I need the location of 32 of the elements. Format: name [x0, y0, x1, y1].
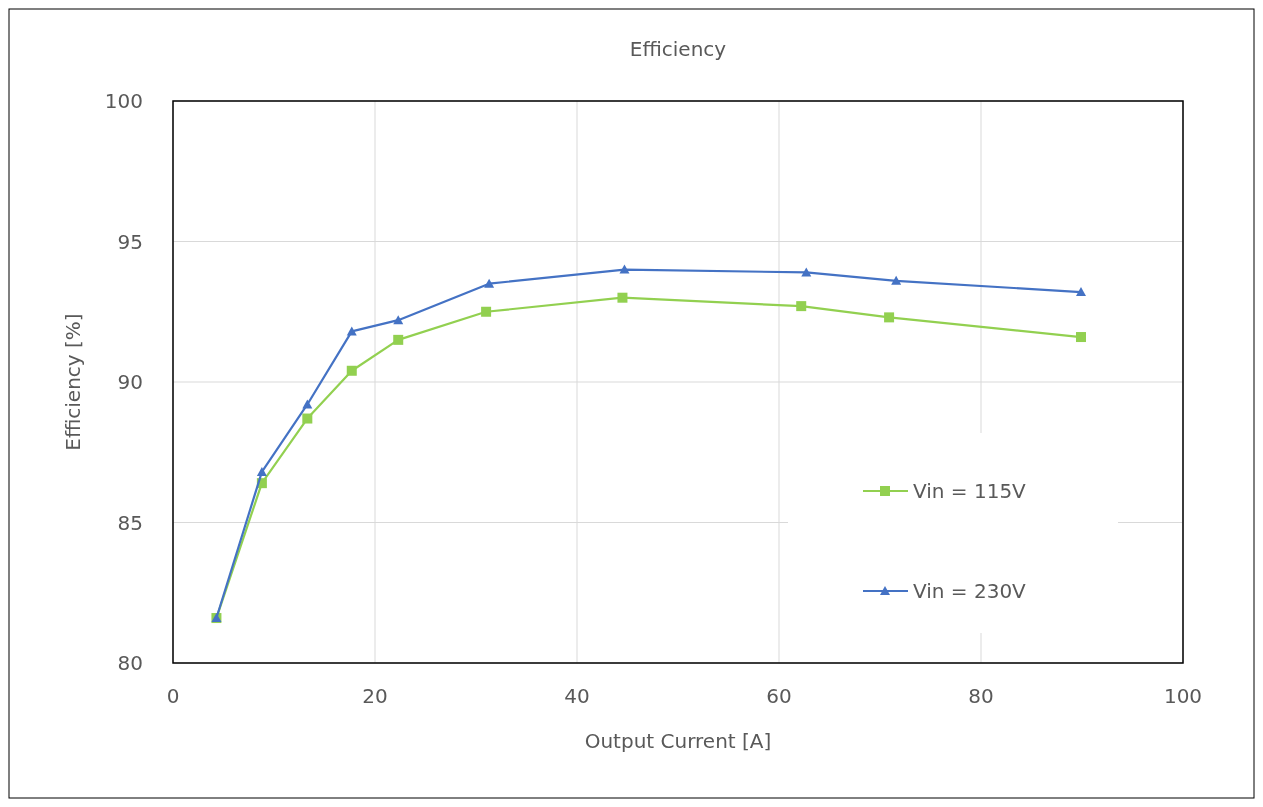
point — [884, 312, 895, 323]
point — [346, 326, 357, 336]
x-tick-label: 20 — [362, 684, 388, 708]
point — [619, 264, 630, 274]
y-tick-label: 95 — [117, 229, 143, 254]
x-tick-label: 80 — [968, 684, 994, 708]
chart-title: Efficiency — [629, 37, 727, 61]
point — [1075, 332, 1086, 343]
point — [481, 306, 492, 317]
y-tick-label: 85 — [117, 510, 143, 535]
point — [796, 301, 807, 312]
point — [484, 278, 495, 288]
legend-label: Vin = 230V — [913, 579, 1027, 603]
point — [891, 275, 902, 285]
point — [801, 267, 812, 277]
point — [617, 292, 628, 303]
point — [346, 365, 357, 376]
point — [302, 413, 313, 424]
legend-label: Vin = 115V — [913, 479, 1027, 503]
x-tick-label: 60 — [766, 684, 792, 708]
x-tick-label: 0 — [166, 684, 180, 708]
point — [1075, 287, 1086, 297]
y-axis-title: Efficiency [%] — [61, 313, 85, 451]
x-axis-title: Output Current [A] — [584, 729, 772, 753]
x-tick-label: 40 — [564, 684, 590, 708]
point — [256, 466, 267, 476]
point — [393, 315, 404, 325]
y-tick-label: 80 — [117, 651, 143, 675]
x-tick-label: 100 — [1163, 684, 1203, 708]
point — [393, 334, 404, 345]
y-tick-label: 100 — [104, 89, 143, 113]
y-tick-label: 90 — [117, 370, 143, 394]
